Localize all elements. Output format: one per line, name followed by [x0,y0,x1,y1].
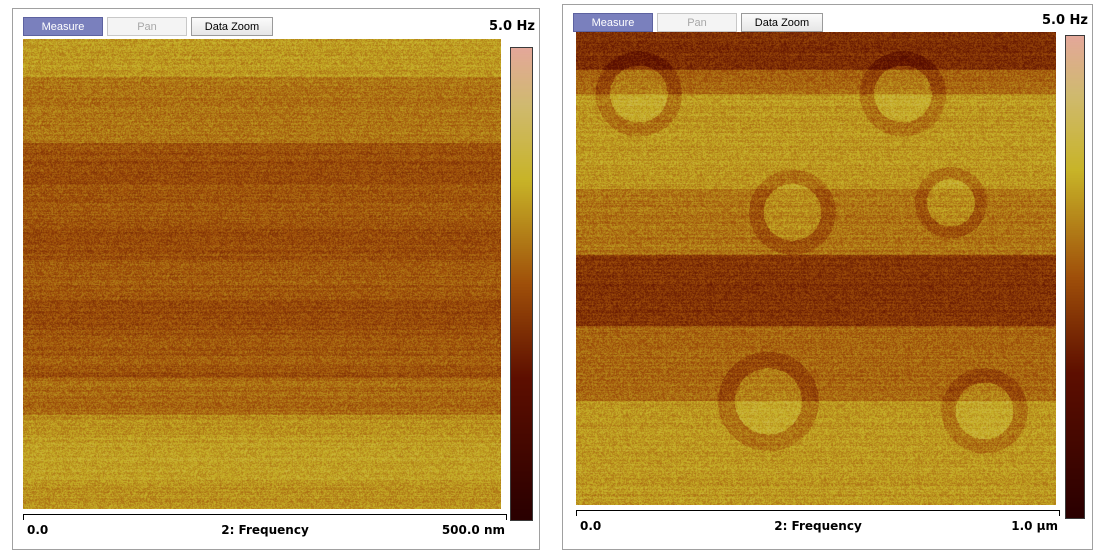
channel-label: 2: Frequency [221,523,309,537]
colorscale-max-label: 5.0 Hz [488,19,535,34]
axis-tick-start [23,514,24,520]
image-toolbar: Measure Pan Data Zoom [23,17,273,37]
channel-label: 2: Frequency [774,519,862,533]
pan-button[interactable]: Pan [107,17,187,36]
measure-button[interactable]: Measure [23,17,103,36]
frequency-image[interactable] [23,39,501,509]
frequency-image[interactable] [576,32,1056,505]
afm-panel-right: Measure Pan Data Zoom 5.0 Hz 0.0 2: Freq… [562,4,1093,550]
axis-tick-start [576,510,577,516]
axis-end-label: 500.0 nm [441,523,505,537]
pan-button[interactable]: Pan [657,13,737,32]
axis-start-label: 0.0 [580,519,602,533]
axis-line [576,510,1060,511]
colorbar-icon [1065,35,1085,519]
afm-panel-left: Measure Pan Data Zoom 5.0 Hz 0.0 2: Freq… [12,8,540,550]
colorbar-icon [510,47,533,521]
x-scale-axis: 0.0 2: Frequency 500.0 nm [23,509,507,541]
axis-line [23,514,507,515]
axis-tick-end [506,514,507,520]
x-scale-axis: 0.0 2: Frequency 1.0 µm [576,505,1060,537]
axis-tick-end [1059,510,1060,516]
data-zoom-button[interactable]: Data Zoom [741,13,823,32]
axis-end-label: 1.0 µm [1011,519,1058,533]
colorscale-max-label: 5.0 Hz [1041,13,1088,28]
data-zoom-button[interactable]: Data Zoom [191,17,273,36]
image-toolbar: Measure Pan Data Zoom [573,13,823,33]
measure-button[interactable]: Measure [573,13,653,32]
axis-start-label: 0.0 [27,523,49,537]
